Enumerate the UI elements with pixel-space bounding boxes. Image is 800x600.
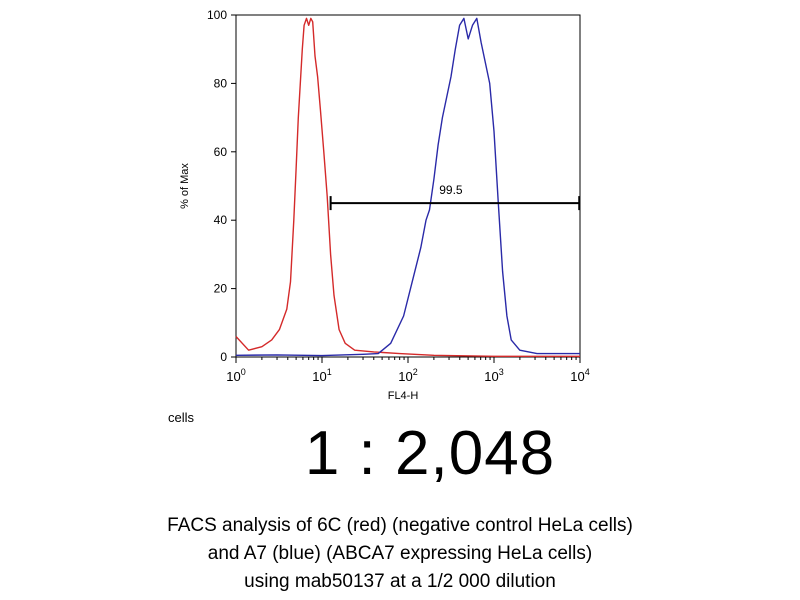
y-tick-label: 60 xyxy=(214,145,228,159)
dilution-ratio: 1 : 2,048 xyxy=(304,419,556,488)
figure-caption: FACS analysis of 6C (red) (negative cont… xyxy=(0,512,800,596)
caption-line-3: using mab50137 at a 1/2 000 dilution xyxy=(244,571,556,592)
x-axis-title: FL4-H xyxy=(388,390,419,402)
y-tick-label: 100 xyxy=(207,8,227,22)
x-tick-label: 104 xyxy=(570,367,589,384)
y-tick-label: 80 xyxy=(214,76,228,90)
y-tick-label: 20 xyxy=(214,282,228,296)
gate-percent-label: 99.5 xyxy=(439,183,463,197)
y-tick-label: 40 xyxy=(214,213,228,227)
facs-histogram-chart: 0 20 40 60 80 100 100 101 102 103 104 FL4-H % of Max… xyxy=(179,8,590,402)
caption-line-1: FACS analysis of 6C (red) (negative cont… xyxy=(167,515,633,536)
caption-line-2: and A7 (blue) (ABCA7 expressing HeLa cel… xyxy=(207,543,593,564)
x-tick-label: 102 xyxy=(398,367,417,384)
blue-histogram-series xyxy=(235,17,580,357)
y-tick-label: 0 xyxy=(220,350,227,364)
x-tick-label: 101 xyxy=(312,367,331,384)
y-axis-title: % of Max xyxy=(179,163,191,209)
x-tick-label: 103 xyxy=(484,367,503,384)
x-tick-label: 100 xyxy=(226,367,245,384)
red-histogram-series xyxy=(235,17,580,357)
cells-label: cells xyxy=(168,410,195,425)
